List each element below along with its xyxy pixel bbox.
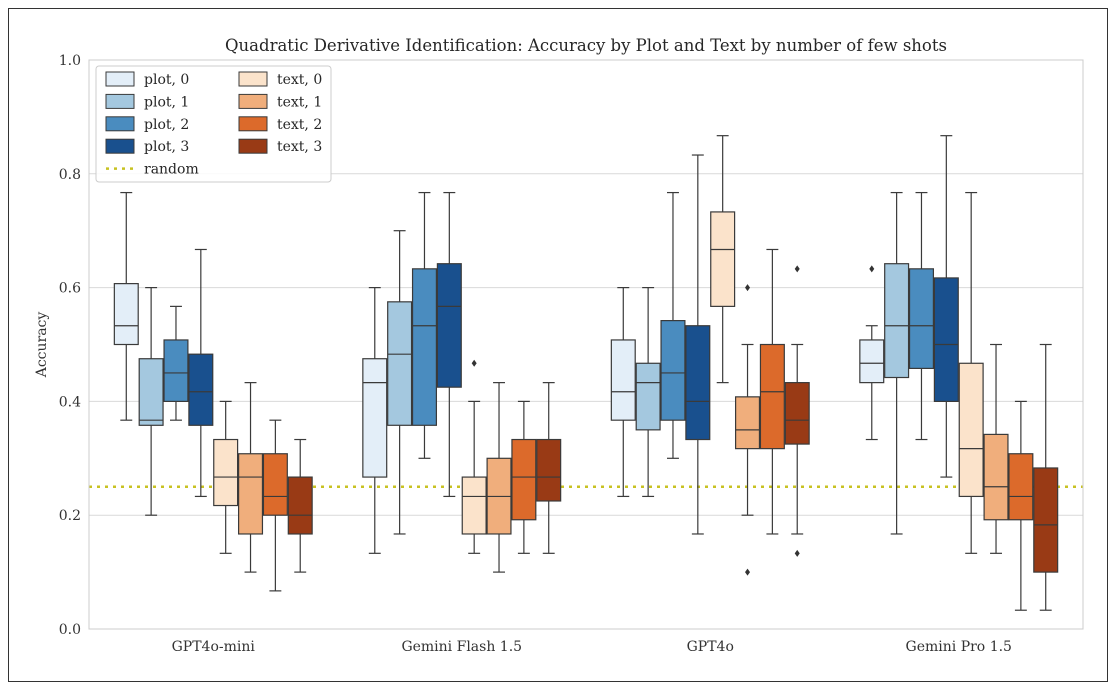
box-iqr [262, 453, 288, 516]
box-iqr [660, 320, 686, 421]
legend-swatch [105, 138, 135, 154]
box-iqr [113, 283, 139, 346]
box-iqr [1008, 453, 1034, 521]
y-tick-labels: 0.0 0.2 0.4 0.6 0.8 1.0 [59, 53, 81, 638]
box-iqr [685, 325, 711, 441]
x-tick-label: GPT4o [687, 639, 734, 655]
legend-label: plot, 1 [144, 94, 189, 110]
legend-swatch [238, 93, 268, 109]
legend-label: text, 3 [277, 139, 322, 155]
y-tick-label: 0.8 [59, 167, 81, 183]
y-tick-label: 0.2 [59, 508, 81, 524]
outlier-point [745, 568, 751, 576]
box-iqr [958, 362, 984, 498]
box-iqr [610, 339, 636, 421]
outlier-point [794, 549, 800, 557]
box-iqr [163, 339, 189, 402]
box-iqr [734, 396, 761, 450]
outlier-point [794, 265, 800, 273]
box-iqr [536, 438, 562, 502]
box-iqr [387, 301, 413, 426]
legend-label: text, 2 [277, 117, 322, 133]
outlier-point [471, 359, 477, 367]
box-iqr [635, 362, 661, 431]
legend-swatch [105, 71, 135, 87]
legend-swatch [105, 116, 135, 132]
legend-swatch [238, 116, 268, 132]
box-iqr [362, 358, 388, 478]
legend-label: plot, 2 [144, 117, 189, 133]
legend-label: text, 1 [277, 94, 322, 110]
box-iqr [908, 268, 935, 369]
box-iqr [138, 358, 164, 426]
legend-box [95, 65, 332, 183]
legend-label: text, 0 [277, 72, 322, 88]
y-tick-label: 0.6 [59, 281, 81, 297]
box-iqr [933, 277, 959, 403]
y-tick-label: 0.0 [59, 622, 81, 638]
y-tick-label: 0.4 [59, 394, 81, 410]
x-tick-label: Gemini Pro 1.5 [906, 639, 1012, 655]
box-iqr [511, 438, 537, 521]
x-tick-label: GPT4o-mini [172, 639, 256, 655]
boxes-layer [113, 135, 1059, 611]
box-iqr [461, 476, 487, 535]
box-iqr [759, 343, 785, 450]
box-iqr [1033, 467, 1059, 573]
box-iqr [213, 438, 239, 507]
box-iqr [188, 353, 214, 426]
legend-swatch [105, 93, 135, 109]
legend: plot, 0 plot, 1 plot, 2 plot, 3 text, 0 text,… [95, 65, 332, 183]
box-iqr [884, 263, 910, 379]
legend-label: random [144, 162, 199, 178]
legend-swatch [238, 71, 268, 87]
box-iqr [859, 339, 885, 384]
box-iqr [710, 211, 736, 307]
chart-title: Quadratic Derivative Identification: Acc… [225, 36, 947, 55]
box-iqr [287, 476, 313, 535]
legend-label: plot, 0 [144, 72, 189, 88]
legend-label: plot, 3 [144, 139, 189, 155]
x-tick-labels: GPT4o-mini Gemini Flash 1.5 GPT4o Gemini Pr… [172, 639, 1012, 655]
outlier-point [745, 284, 751, 292]
box-iqr [411, 268, 438, 426]
box-iqr [436, 263, 462, 388]
y-tick-label: 1.0 [59, 53, 81, 69]
box-iqr [237, 453, 264, 535]
box-iqr [784, 382, 810, 445]
box-iqr [983, 433, 1009, 521]
x-tick-label: Gemini Flash 1.5 [401, 639, 522, 655]
outlier-point [869, 265, 875, 273]
plot-area-border [88, 59, 1084, 630]
legend-swatch [238, 138, 268, 154]
y-axis-label: Accuracy [34, 312, 50, 379]
